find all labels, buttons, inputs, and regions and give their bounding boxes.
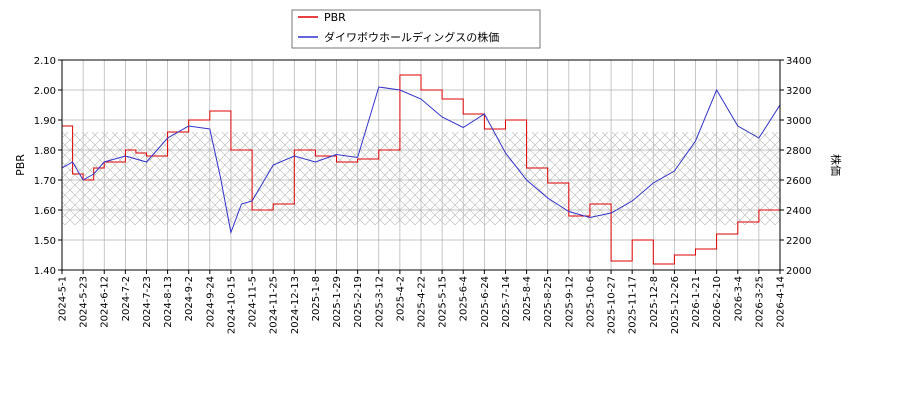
left-tick-label: 2.00 — [34, 86, 56, 97]
x-tick-label: 2025-7-14 — [501, 276, 512, 328]
left-tick-label: 1.80 — [34, 146, 56, 157]
x-tick-label: 2025-1-8 — [311, 276, 322, 321]
x-tick-label: 2024-12-13 — [290, 276, 301, 334]
x-tick-label: 2024-11-5 — [248, 276, 259, 328]
right-tick-label: 2600 — [786, 176, 811, 187]
x-tick-label: 2025-10-6 — [585, 276, 596, 328]
legend: PBR ダイワボウホールディングスの株価 — [291, 9, 541, 49]
left-tick-label: 2.10 — [34, 56, 56, 67]
x-tick-label: 2025-1-29 — [332, 276, 343, 328]
x-tick-label: 2024-11-25 — [269, 276, 280, 334]
x-tick-label: 2025-8-4 — [522, 276, 533, 321]
x-tick-label: 2025-4-2 — [395, 276, 406, 321]
x-tick-label: 2024-5-23 — [79, 276, 90, 328]
x-tick-label: 2025-10-27 — [607, 276, 618, 334]
x-tick-label: 2025-3-12 — [374, 276, 385, 328]
right-axis-title: 株価 — [829, 154, 843, 176]
x-tick-label: 2025-6-4 — [459, 276, 470, 321]
x-tick-label: 2025-6-24 — [480, 276, 491, 328]
series-layer — [62, 74, 780, 265]
left-axis-title: PBR — [14, 154, 27, 176]
series-line-price — [62, 86, 780, 235]
x-tick-label: 2024-5-1 — [58, 276, 69, 321]
x-tick-label: 2026-4-14 — [776, 276, 787, 328]
left-tick-label: 1.90 — [34, 116, 56, 127]
right-tick-label: 2400 — [786, 206, 811, 217]
left-tick-label: 1.50 — [34, 236, 56, 247]
x-tick-label: 2026-2-10 — [712, 276, 723, 328]
x-tick-label: 2024-6-12 — [100, 276, 111, 328]
left-tick-label: 1.70 — [34, 176, 56, 187]
right-axis-ticks: 2000 2200 2400 2600 2800 3000 3200 3400 — [780, 56, 811, 277]
left-tick-label: 1.40 — [34, 266, 56, 277]
legend-label-pbr: PBR — [324, 11, 346, 24]
x-tick-label: 2026-1-21 — [691, 276, 702, 328]
x-tick-label: 2025-12-8 — [649, 276, 660, 328]
x-tick-label: 2025-11-17 — [628, 276, 639, 334]
right-tick-label: 3200 — [786, 86, 811, 97]
x-tick-label: 2024-7-2 — [121, 276, 132, 321]
right-tick-label: 2200 — [786, 236, 811, 247]
x-axis-ticks: 2024-5-1 2024-5-23 2024-6-12 2024-7-2 2024-7… — [58, 270, 787, 334]
x-tick-label: 2024-9-24 — [205, 276, 216, 328]
left-tick-label: 1.60 — [34, 206, 56, 217]
x-tick-label: 2025-12-26 — [670, 276, 681, 334]
x-tick-label: 2025-2-19 — [353, 276, 364, 328]
x-tick-label: 2025-4-22 — [417, 276, 428, 328]
x-tick-label: 2024-9-2 — [184, 276, 195, 321]
x-tick-label: 2025-5-15 — [438, 276, 449, 328]
right-tick-label: 3400 — [786, 56, 811, 67]
x-tick-label: 2024-10-15 — [226, 276, 237, 334]
x-tick-label: 2025-9-12 — [564, 276, 575, 328]
left-axis-ticks: 1.40 1.50 1.60 1.70 1.80 1.90 2.00 2.10 — [34, 56, 62, 277]
right-tick-label: 2800 — [786, 146, 811, 157]
right-tick-label: 3000 — [786, 116, 811, 127]
x-tick-label: 2024-7-23 — [142, 276, 153, 328]
x-tick-label: 2026-3-4 — [733, 276, 744, 321]
x-tick-label: 2025-8-25 — [543, 276, 554, 328]
x-tick-label: 2024-8-13 — [163, 276, 174, 328]
x-tick-label: 2026-3-25 — [754, 276, 765, 328]
right-tick-label: 2000 — [786, 266, 811, 277]
legend-box — [291, 9, 541, 49]
legend-label-price: ダイワボウホールディングスの株価 — [324, 30, 499, 44]
series-line-pbr — [62, 74, 780, 265]
